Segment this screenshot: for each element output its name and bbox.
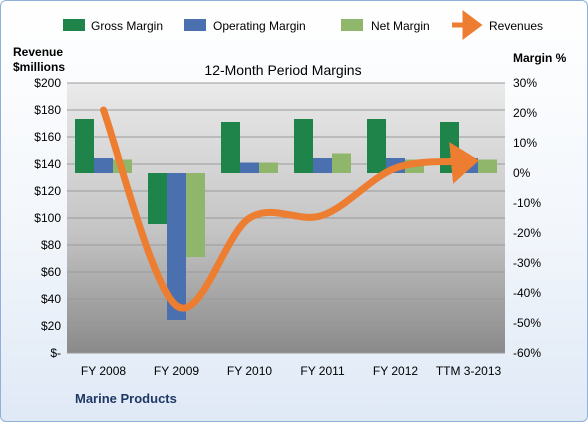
right-tick-label: 30% xyxy=(513,76,537,90)
footer-company-name: Marine Products xyxy=(75,391,177,406)
left-tick-label: $140 xyxy=(34,157,61,171)
gross-margin-bar xyxy=(148,173,167,224)
right-tick-label: -10% xyxy=(513,196,541,210)
operating-margin-bar xyxy=(240,162,259,173)
right-tick-label: -50% xyxy=(513,316,541,330)
right-axis-label: Margin % xyxy=(513,51,567,65)
left-tick-label: $- xyxy=(50,346,61,360)
left-tick-label: $160 xyxy=(34,130,61,144)
legend-label-revenues: Revenues xyxy=(489,19,543,33)
left-tick-label: $80 xyxy=(41,238,61,252)
gross-margin-bar xyxy=(440,122,459,173)
category-label: FY 2011 xyxy=(300,364,345,378)
net-margin-bar xyxy=(186,173,205,257)
right-tick-label: -60% xyxy=(513,346,541,360)
category-labels: FY 2008 FY 2009 FY 2010 FY 2011 FY 2012 TTM 3… xyxy=(81,364,502,378)
legend-swatch-gross-margin xyxy=(63,19,85,31)
left-tick-label: $200 xyxy=(34,76,61,90)
category-label: FY 2009 xyxy=(154,364,199,378)
right-tick-label: -40% xyxy=(513,286,541,300)
right-tick-label: -20% xyxy=(513,226,541,240)
left-axis-ticks: $- $20 $40 $60 $80 $100 $120 $140 $160 $180 $200 xyxy=(34,76,61,360)
legend-label-net-margin: Net Margin xyxy=(371,19,430,33)
right-axis-ticks: -60% -50% -40% -30% -20% -10% 0% 10% 20% 30% xyxy=(513,76,541,360)
left-axis-label-line2: $millions xyxy=(13,60,65,74)
left-tick-label: $60 xyxy=(41,265,61,279)
right-tick-label: 10% xyxy=(513,136,537,150)
category-label: FY 2010 xyxy=(227,364,272,378)
legend-label-operating-margin: Operating Margin xyxy=(213,19,306,33)
gross-margin-bar xyxy=(367,119,386,173)
category-label: FY 2008 xyxy=(81,364,126,378)
left-tick-label: $180 xyxy=(34,103,61,117)
legend-swatch-net-margin xyxy=(341,19,363,31)
chart-title: 12-Month Period Margins xyxy=(204,62,361,78)
category-label: TTM 3-2013 xyxy=(436,364,502,378)
revenues-line xyxy=(100,106,479,312)
right-tick-label: 0% xyxy=(513,166,531,180)
left-tick-label: $100 xyxy=(34,211,61,225)
left-tick-label: $120 xyxy=(34,184,61,198)
legend-swatch-operating-margin xyxy=(184,19,206,31)
right-tick-label: 20% xyxy=(513,106,537,120)
gridlines xyxy=(67,82,505,354)
left-axis-label-line1: Revenue xyxy=(13,45,63,59)
net-margin-bar xyxy=(332,153,351,173)
net-margin-bar xyxy=(259,162,278,173)
gross-margin-bar xyxy=(294,119,313,173)
legend-label-gross-margin: Gross Margin xyxy=(91,19,163,33)
gross-margin-bar xyxy=(221,122,240,173)
legend: Gross Margin Operating Margin Net Margin… xyxy=(63,10,543,40)
left-tick-label: $20 xyxy=(41,319,61,333)
gross-margin-bar xyxy=(75,119,94,173)
category-label: FY 2012 xyxy=(373,364,418,378)
operating-margin-bar xyxy=(167,173,186,320)
right-tick-label: -30% xyxy=(513,256,541,270)
net-margin-bar xyxy=(478,159,497,173)
operating-margin-bar xyxy=(313,158,332,173)
operating-margin-bar xyxy=(94,158,113,173)
left-tick-label: $40 xyxy=(41,292,61,306)
